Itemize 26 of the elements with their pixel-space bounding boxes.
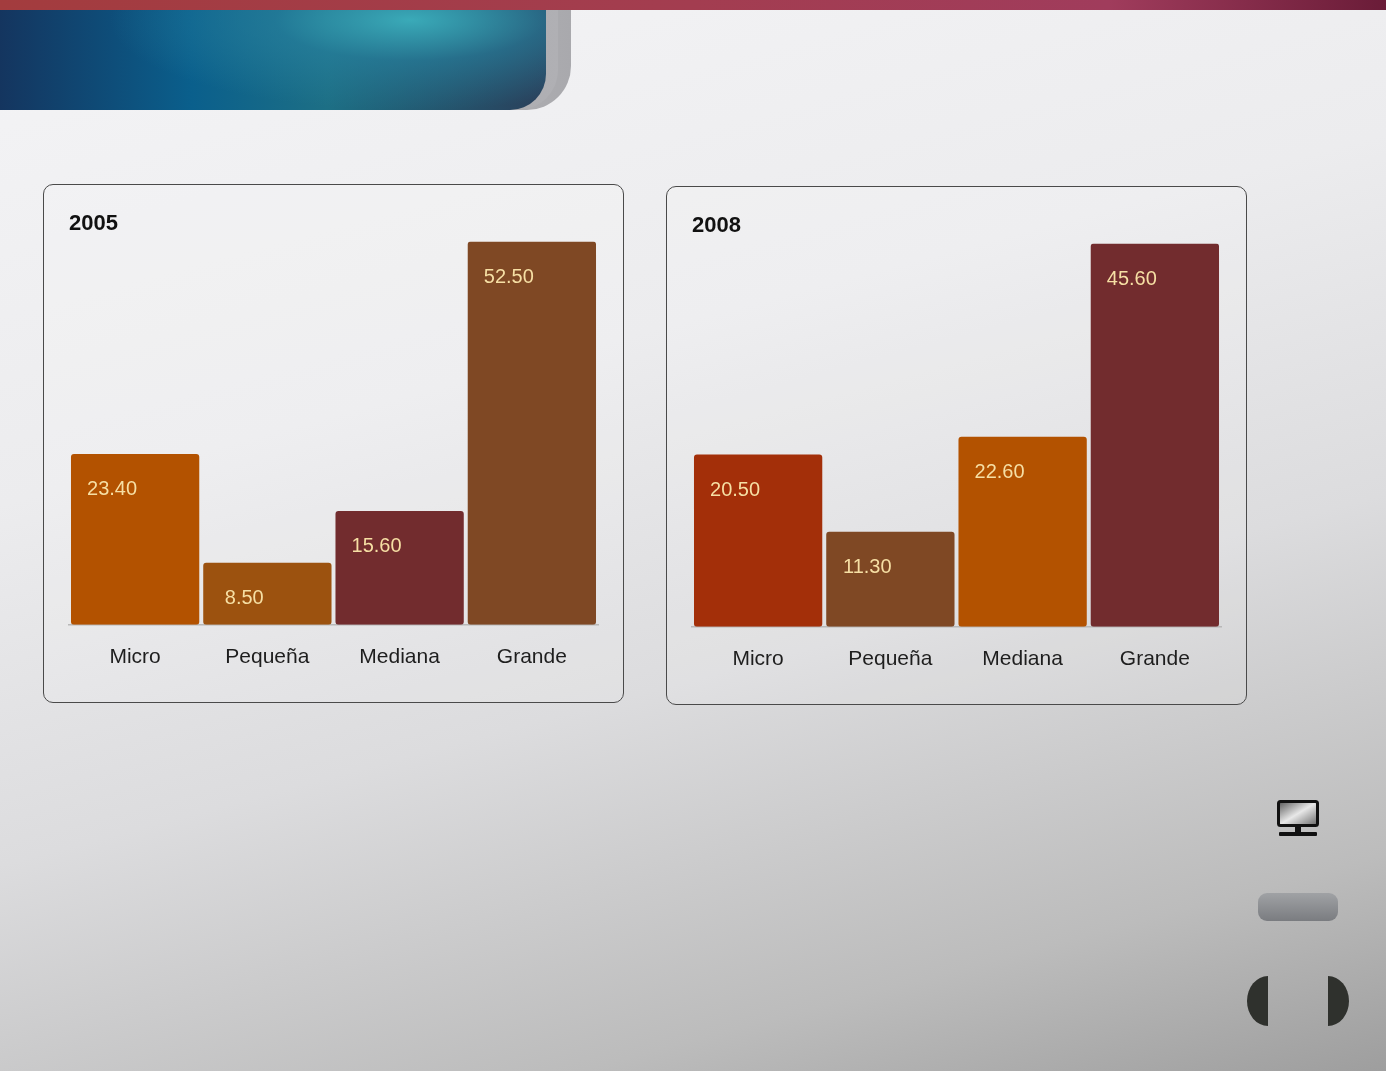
bar [70, 453, 200, 625]
x-tick-label: Micro [732, 646, 784, 670]
data-label: 52.50 [483, 264, 534, 287]
data-label: 8.50 [224, 586, 264, 609]
data-label: 22.60 [974, 460, 1025, 483]
x-tick-label: Grande [496, 644, 567, 668]
x-tick-label: Pequeña [225, 644, 310, 668]
data-label: 15.60 [351, 534, 402, 557]
bar [335, 510, 464, 625]
data-label: 45.60 [1106, 266, 1157, 289]
x-tick-label: Micro [109, 644, 161, 668]
data-label: 11.30 [843, 555, 892, 578]
chart-title: 2005 [69, 210, 118, 236]
data-label: 20.50 [710, 477, 761, 500]
bar [693, 454, 823, 627]
x-tick-label: Pequeña [848, 646, 933, 670]
bar [958, 436, 1087, 627]
bar [467, 241, 597, 625]
x-tick-label: Grande [1119, 646, 1190, 670]
bar [826, 531, 955, 627]
chart-title: 2008 [692, 212, 741, 238]
x-tick-label: Mediana [359, 644, 441, 668]
bar [203, 562, 332, 625]
data-label: 23.40 [87, 477, 138, 500]
x-tick-label: Mediana [982, 646, 1064, 670]
bar [1090, 243, 1220, 627]
